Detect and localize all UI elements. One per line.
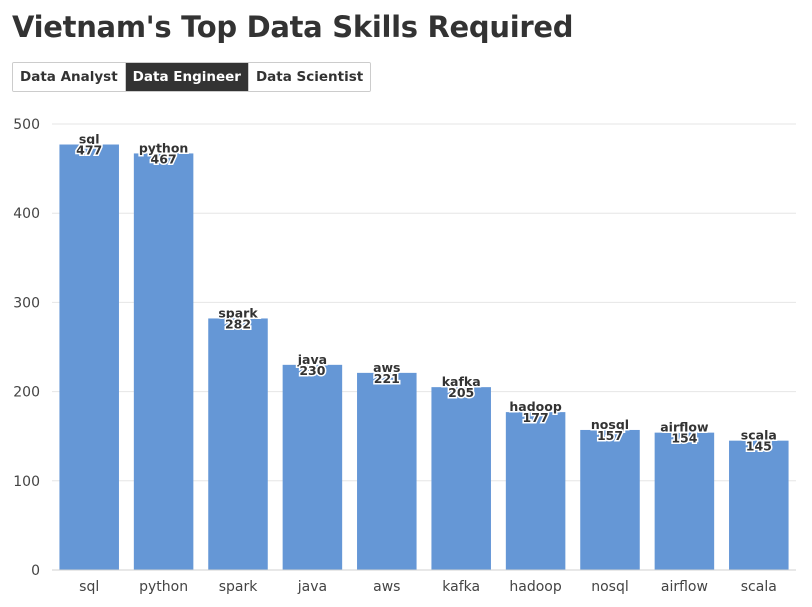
- x-tick-label: nosql: [591, 579, 629, 595]
- bar-name-label: sql: [79, 132, 100, 147]
- role-tab-group: Data Analyst Data Engineer Data Scientis…: [12, 62, 372, 92]
- x-tick-label: aws: [373, 579, 400, 595]
- x-tick-label: sql: [79, 579, 99, 595]
- x-tick-label: airflow: [661, 579, 708, 595]
- y-tick-label: 200: [13, 385, 40, 401]
- bar-value-label: 154: [671, 431, 697, 446]
- bar-value-label: 282: [225, 316, 251, 331]
- axis-layer: 0 100 200 300 400 500 sql python spark java aws kaf…: [13, 117, 796, 595]
- bar-spark[interactable]: [208, 318, 268, 570]
- bar-name-label: nosql: [591, 417, 629, 432]
- x-tick-label: python: [139, 579, 188, 595]
- y-tick-label: 0: [31, 563, 40, 579]
- bar-hadoop[interactable]: [505, 412, 566, 570]
- bar-airflow[interactable]: [654, 432, 715, 570]
- bar-python[interactable]: [133, 153, 194, 570]
- bar-nosql[interactable]: [580, 429, 640, 570]
- bar-aws[interactable]: [357, 372, 417, 570]
- bar-name-label: scala: [741, 428, 777, 443]
- page-title: Vietnam's Top Data Skills Required: [12, 10, 574, 44]
- x-tick-label: scala: [741, 579, 777, 595]
- bar-name-label: airflow: [660, 420, 709, 435]
- bar-name-label: spark: [218, 305, 258, 320]
- bar-value-label: 477: [76, 143, 102, 158]
- bar-value-label: 230: [299, 363, 325, 378]
- bar-kafka[interactable]: [431, 387, 491, 570]
- y-tick-label: 500: [13, 117, 40, 133]
- bar-name-label: java: [297, 352, 327, 367]
- tab-data-engineer[interactable]: Data Engineer: [124, 63, 248, 91]
- bar-value-label: 467: [151, 151, 177, 166]
- bar-name-label: kafka: [442, 374, 481, 389]
- bar-name-label: hadoop: [509, 399, 561, 414]
- bar-layer: [59, 144, 789, 571]
- bar-value-label: 145: [746, 439, 772, 454]
- bar-value-label: 177: [523, 410, 549, 425]
- tab-data-analyst[interactable]: Data Analyst: [13, 63, 125, 91]
- tab-data-scientist[interactable]: Data Scientist: [247, 63, 371, 91]
- bar-sql[interactable]: [59, 144, 119, 571]
- x-tick-label: kafka: [442, 579, 480, 595]
- y-tick-label: 300: [13, 295, 40, 311]
- bar-value-label: 157: [597, 428, 623, 443]
- bar-name-label: aws: [373, 360, 400, 375]
- y-tick-label: 400: [13, 206, 40, 222]
- y-tick-label: 100: [13, 474, 40, 490]
- x-tick-label: hadoop: [509, 579, 561, 595]
- bar-name-label: python: [139, 140, 188, 155]
- x-tick-label: java: [297, 579, 327, 595]
- bar-java[interactable]: [282, 364, 343, 570]
- bar-value-label: 221: [374, 371, 400, 386]
- bar-scala[interactable]: [729, 440, 789, 570]
- x-tick-label: spark: [219, 579, 259, 595]
- bar-value-label: 205: [448, 385, 474, 400]
